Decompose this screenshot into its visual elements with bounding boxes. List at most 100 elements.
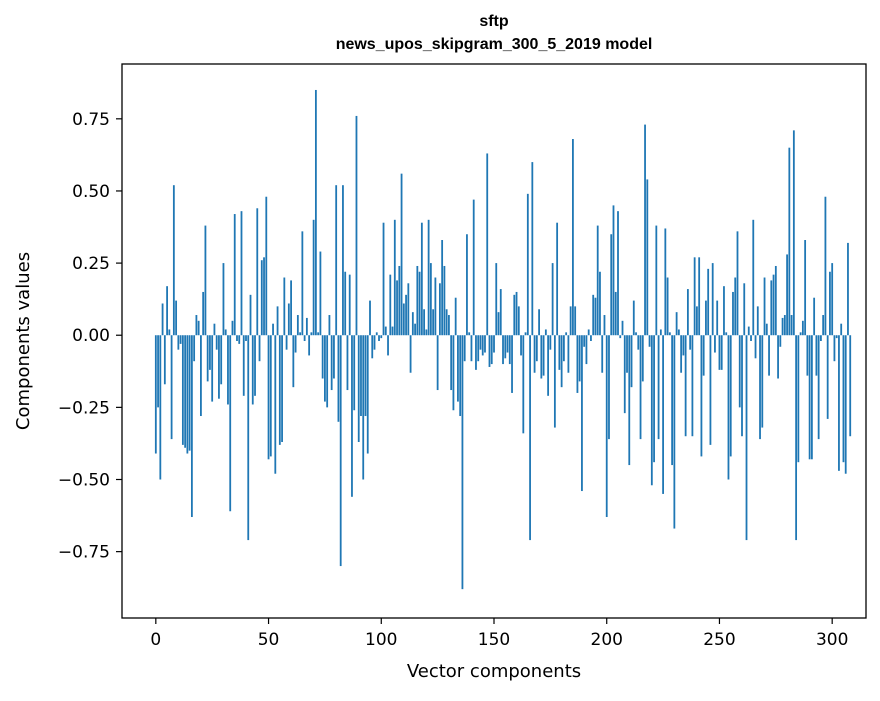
bar-155 (504, 335, 507, 359)
bar-89 (355, 115, 358, 336)
bar-45 (256, 208, 259, 336)
bar-266 (754, 335, 757, 359)
bar-160 (515, 291, 518, 336)
bar-226 (664, 228, 667, 336)
bar-105 (391, 326, 394, 336)
plot-frame (121, 63, 867, 619)
bar-230 (673, 335, 676, 529)
bar-148 (488, 335, 491, 367)
bar-208 (623, 335, 626, 414)
bar-183 (567, 335, 570, 373)
x-tick-label: 200 (591, 630, 623, 650)
bar-168 (533, 335, 536, 373)
bar-93 (364, 335, 367, 417)
bar-259 (738, 335, 741, 408)
bar-238 (691, 335, 694, 437)
bar-188 (578, 335, 581, 382)
bar-90 (357, 335, 360, 442)
bar-99 (378, 335, 380, 341)
bar-231 (675, 312, 678, 336)
bar-37 (238, 335, 241, 344)
bar-180 (560, 335, 563, 388)
bar-98 (375, 332, 378, 336)
bar-15 (188, 335, 191, 451)
bar-169 (535, 335, 538, 362)
bar-201 (608, 335, 610, 440)
bar-186 (574, 306, 577, 336)
chart-subtitle: news_upos_skipgram_300_5_2019 model (336, 36, 653, 53)
bar-9 (175, 300, 178, 336)
bar-242 (700, 335, 703, 457)
bar-23 (206, 335, 209, 382)
bar-222 (655, 225, 658, 336)
bar-1 (157, 335, 159, 408)
bar-78 (330, 335, 333, 391)
bar-228 (668, 332, 671, 336)
bar-246 (709, 335, 712, 445)
bar-239 (693, 257, 696, 336)
bar-172 (542, 335, 545, 376)
bar-194 (592, 294, 595, 336)
bar-94 (366, 335, 369, 454)
bar-91 (360, 335, 362, 417)
bar-8 (172, 185, 175, 336)
x-tick-label: 300 (816, 630, 848, 650)
bar-17 (193, 335, 196, 362)
bar-122 (429, 263, 432, 336)
bar-18 (195, 315, 198, 336)
bar-88 (353, 335, 356, 411)
bar-34 (231, 320, 234, 336)
bar-289 (806, 335, 809, 376)
bar-135 (459, 335, 462, 417)
bar-62 (294, 335, 297, 353)
bar-65 (301, 231, 304, 336)
bar-106 (393, 219, 396, 336)
bar-301 (833, 335, 836, 362)
bar-66 (303, 335, 306, 341)
bar-124 (434, 277, 437, 336)
bar-253 (725, 332, 728, 336)
bar-2 (159, 335, 162, 480)
bar-241 (698, 257, 701, 336)
bar-305 (842, 335, 845, 463)
bar-219 (648, 335, 651, 347)
bar-213 (635, 332, 637, 336)
bar-41 (247, 335, 250, 541)
bar-178 (556, 222, 559, 336)
bar-77 (328, 315, 331, 336)
bar-267 (756, 306, 759, 336)
bar-11 (179, 335, 182, 344)
y-axis-ticks: −0.75 −0.50 −0.25 0.00 0.25 0.50 0.75 (58, 110, 122, 563)
bar-265 (752, 219, 755, 336)
bar-199 (603, 315, 606, 336)
bar-286 (799, 332, 802, 336)
bar-110 (402, 303, 405, 336)
bar-157 (508, 335, 511, 365)
bar-218 (646, 179, 649, 336)
bar-276 (777, 335, 779, 379)
bar-118 (420, 222, 423, 336)
bar-272 (768, 335, 770, 376)
bar-143 (477, 335, 480, 362)
bar-307 (847, 242, 849, 336)
bar-74 (321, 335, 324, 379)
bar-145 (481, 335, 484, 356)
x-tick-label: 100 (365, 630, 397, 650)
bar-271 (765, 323, 768, 336)
bar-60 (290, 280, 292, 336)
bar-212 (632, 300, 635, 336)
bar-195 (594, 297, 597, 336)
bar-32 (227, 335, 229, 405)
bar-38 (240, 211, 243, 336)
x-tick-label: 50 (258, 630, 280, 650)
bar-101 (382, 222, 385, 336)
bar-117 (418, 271, 421, 336)
bar-298 (826, 335, 829, 419)
bar-36 (236, 335, 238, 341)
bar-207 (621, 320, 624, 336)
bar-33 (229, 335, 232, 512)
bar-260 (741, 335, 743, 437)
y-tick-label: 0.00 (72, 326, 110, 346)
bar-264 (750, 335, 752, 341)
